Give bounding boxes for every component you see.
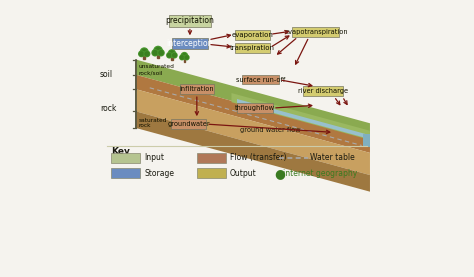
- Bar: [157, 54, 159, 58]
- Text: ●: ●: [274, 167, 285, 179]
- Polygon shape: [136, 75, 370, 153]
- Circle shape: [181, 56, 184, 59]
- FancyBboxPatch shape: [172, 38, 208, 49]
- Circle shape: [167, 53, 172, 58]
- Polygon shape: [136, 60, 370, 138]
- Polygon shape: [136, 89, 370, 175]
- Circle shape: [180, 55, 184, 60]
- Text: soil: soil: [100, 70, 113, 79]
- Circle shape: [172, 53, 177, 58]
- Text: internet geography: internet geography: [283, 169, 357, 178]
- Circle shape: [139, 52, 143, 56]
- FancyBboxPatch shape: [180, 84, 214, 94]
- Text: precipitation: precipitation: [165, 16, 214, 25]
- Text: Flow (transfer): Flow (transfer): [230, 153, 287, 162]
- Bar: [197, 153, 226, 163]
- Polygon shape: [363, 134, 370, 147]
- Circle shape: [145, 52, 149, 56]
- Text: interception: interception: [167, 39, 213, 48]
- FancyBboxPatch shape: [169, 15, 210, 27]
- FancyBboxPatch shape: [235, 43, 270, 53]
- Bar: [171, 57, 173, 60]
- Circle shape: [139, 51, 144, 57]
- Bar: [143, 55, 145, 59]
- Circle shape: [159, 51, 163, 55]
- Circle shape: [154, 46, 162, 55]
- Text: saturated
rock: saturated rock: [139, 118, 167, 128]
- Text: Key: Key: [111, 147, 130, 156]
- FancyBboxPatch shape: [237, 103, 273, 113]
- Text: Output: Output: [230, 169, 257, 178]
- Bar: [183, 59, 185, 62]
- Polygon shape: [231, 93, 370, 140]
- Text: Input: Input: [144, 153, 164, 162]
- Circle shape: [142, 49, 147, 55]
- FancyBboxPatch shape: [292, 27, 339, 37]
- Circle shape: [152, 50, 158, 56]
- Circle shape: [181, 53, 188, 59]
- Circle shape: [155, 48, 161, 53]
- Circle shape: [167, 53, 171, 57]
- Text: throughflow: throughflow: [235, 105, 275, 111]
- Bar: [197, 168, 226, 178]
- Text: evaporation: evaporation: [231, 32, 273, 39]
- Text: Storage: Storage: [144, 169, 174, 178]
- FancyBboxPatch shape: [303, 86, 343, 96]
- Text: unsaturated
rock/soil: unsaturated rock/soil: [139, 65, 174, 75]
- Circle shape: [168, 50, 175, 57]
- Text: infiltration: infiltration: [180, 86, 214, 92]
- Circle shape: [140, 48, 148, 56]
- FancyBboxPatch shape: [242, 75, 279, 84]
- Bar: [111, 153, 140, 163]
- Circle shape: [184, 55, 189, 60]
- Text: groundwater: groundwater: [167, 121, 210, 127]
- Circle shape: [153, 51, 157, 55]
- Polygon shape: [136, 111, 370, 192]
- Text: Water table: Water table: [310, 153, 355, 162]
- Text: evapotranspiration: evapotranspiration: [284, 29, 348, 35]
- Text: ground water flow: ground water flow: [240, 127, 301, 133]
- Polygon shape: [237, 99, 370, 139]
- Text: transpiration: transpiration: [230, 45, 275, 51]
- Circle shape: [173, 53, 176, 57]
- Circle shape: [182, 53, 187, 58]
- Circle shape: [158, 50, 164, 56]
- Bar: [111, 168, 140, 178]
- Circle shape: [169, 51, 174, 56]
- Circle shape: [185, 56, 188, 59]
- FancyBboxPatch shape: [171, 119, 206, 129]
- Text: rock: rock: [100, 104, 116, 113]
- Text: river discharge: river discharge: [298, 88, 348, 94]
- Text: surface run-off: surface run-off: [236, 77, 285, 83]
- Circle shape: [144, 51, 150, 57]
- FancyBboxPatch shape: [235, 30, 270, 40]
